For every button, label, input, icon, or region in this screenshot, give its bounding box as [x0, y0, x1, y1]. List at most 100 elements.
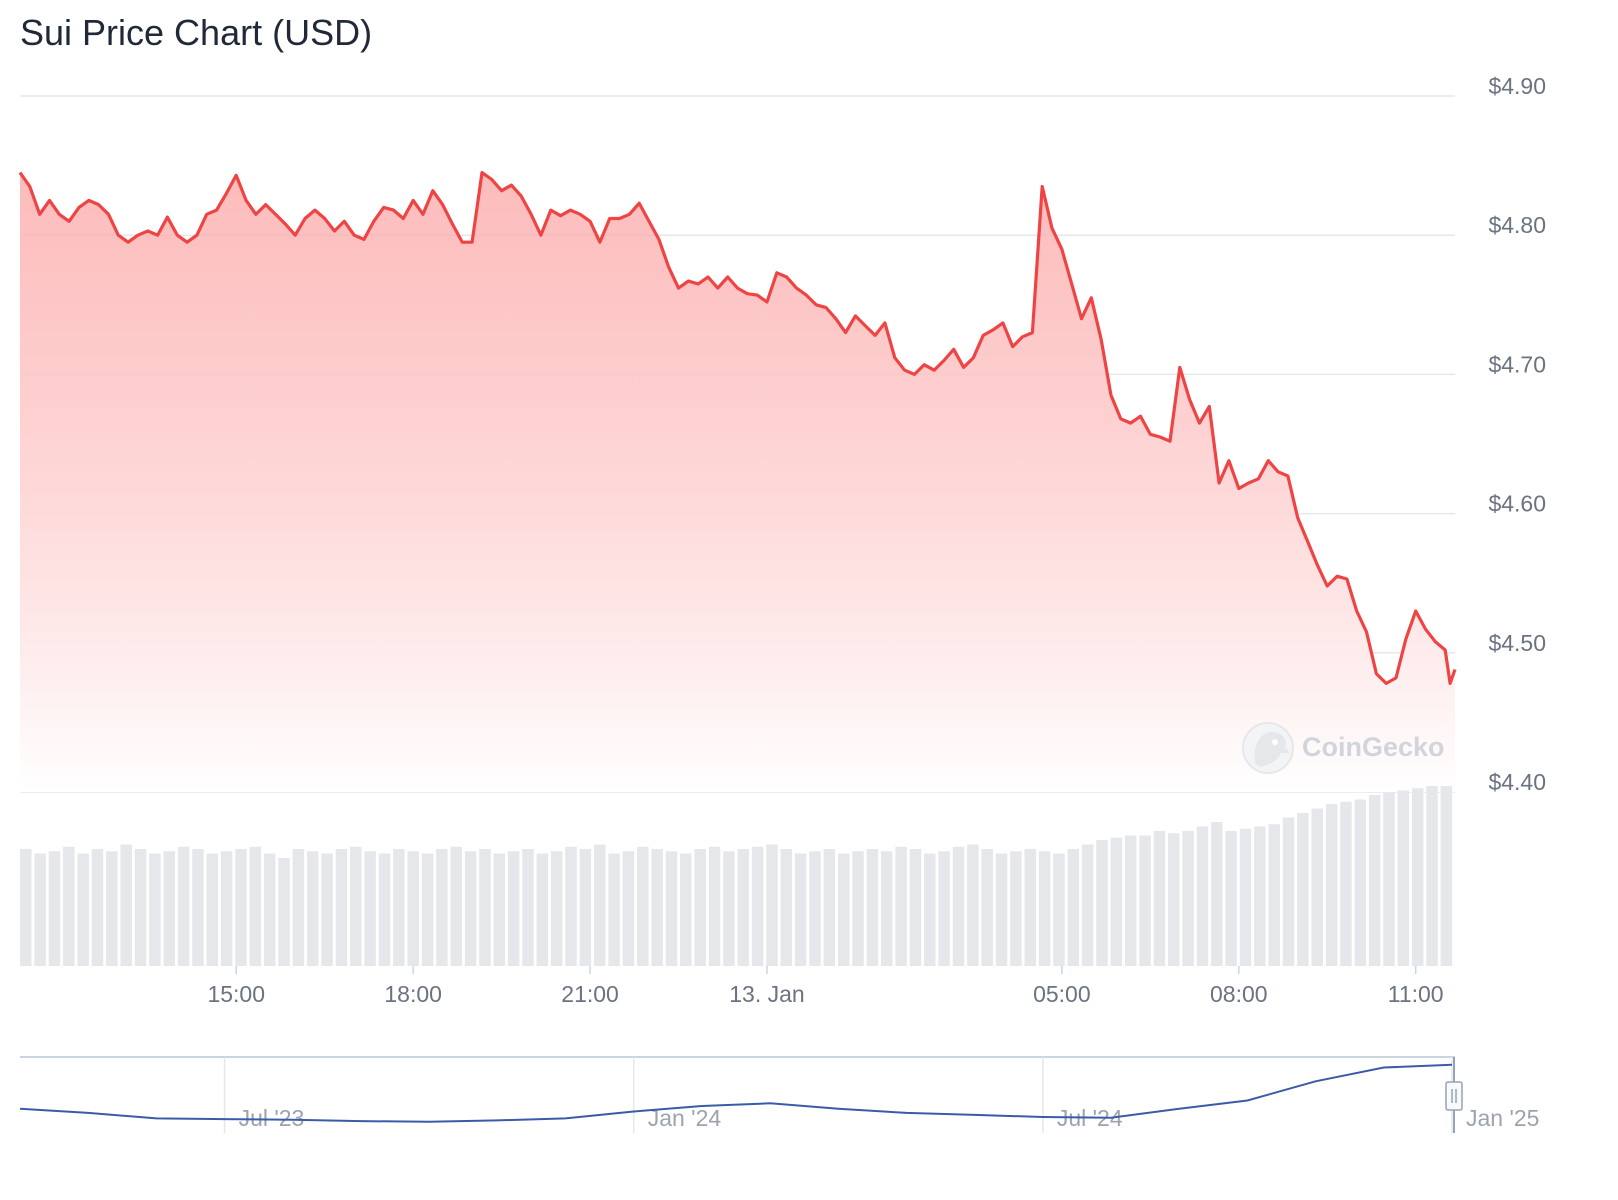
x-tick-label: 18:00	[384, 981, 442, 1007]
volume-bar	[407, 851, 419, 966]
volume-bar	[307, 851, 319, 966]
volume-bar	[1440, 786, 1453, 966]
volume-bar	[278, 858, 290, 966]
volume-bar	[1282, 817, 1295, 966]
volume-bar	[1168, 833, 1180, 966]
volume-bar	[378, 853, 391, 966]
volume-bar	[751, 846, 764, 966]
y-tick-label: $4.80	[1488, 212, 1546, 238]
watermark: CoinGecko	[1242, 722, 1445, 774]
volume-bar	[708, 846, 721, 966]
volume-bar	[1397, 790, 1410, 966]
volume-bar	[1340, 801, 1352, 966]
volume-bar	[1024, 849, 1036, 966]
volume-bar	[1426, 786, 1438, 966]
volume-bar	[1225, 831, 1237, 966]
price-area	[20, 172, 1455, 793]
volume-bar	[464, 851, 477, 966]
volume-bar	[321, 853, 333, 966]
volume-bar	[694, 849, 706, 966]
volume-bar	[1067, 849, 1080, 966]
volume-bar	[450, 846, 462, 966]
volume-bar	[249, 846, 262, 966]
volume-bar	[665, 851, 678, 966]
range-navigator[interactable]: Jul '23 Jan '24 Jul '24 Jan '25	[19, 1056, 1539, 1133]
volume-bar	[1110, 837, 1123, 966]
navigator-price-line	[19, 1063, 1453, 1123]
volume-bar	[995, 853, 1008, 966]
volume-bar	[149, 853, 161, 966]
volume-bar	[507, 851, 520, 966]
volume-bar	[1196, 826, 1209, 966]
volume-bar	[177, 846, 190, 966]
volume-bar	[1311, 808, 1323, 966]
price-line-layer[interactable]	[18, 171, 1457, 685]
volume-bar	[63, 846, 75, 966]
x-tick-label: 11:00	[1388, 981, 1444, 1007]
volume-bar	[48, 851, 61, 966]
navigator-tick-label: Jan '25	[1466, 1105, 1539, 1131]
volume-bar	[91, 849, 104, 966]
volume-bar	[335, 849, 348, 966]
volume-bar	[20, 849, 32, 966]
volume-bar	[436, 849, 448, 966]
coingecko-watermark-text: CoinGecko	[1302, 732, 1445, 762]
volume-bar	[34, 853, 46, 966]
volume-bar	[106, 851, 118, 966]
volume-bar	[1239, 828, 1252, 966]
volume-bar	[120, 844, 132, 966]
volume-bar	[1325, 804, 1338, 966]
volume-bar	[594, 844, 606, 966]
volume-bar	[134, 849, 147, 966]
volume-bar	[393, 849, 405, 966]
volume-bar	[421, 853, 434, 966]
volume-bar	[637, 846, 649, 966]
volume-bar	[550, 851, 563, 966]
volume-bar	[723, 851, 735, 966]
volume-bar	[852, 851, 864, 966]
volume-bar	[608, 853, 620, 966]
volume-bar	[1038, 851, 1051, 966]
x-tick-label: 15:00	[207, 981, 265, 1007]
x-tick-label: 13. Jan	[729, 981, 804, 1007]
volume-bar	[924, 853, 936, 966]
volume-bar	[1153, 831, 1166, 966]
volume-bar	[780, 849, 793, 966]
navigator-handle[interactable]	[1445, 1057, 1463, 1133]
volume-bar	[206, 853, 219, 966]
volume-bar	[823, 849, 836, 966]
volume-bar	[579, 849, 592, 966]
volume-bar	[1211, 822, 1223, 966]
volume-bar	[1354, 799, 1367, 966]
price-line[interactable]	[18, 171, 1457, 685]
volume-bar	[1010, 851, 1022, 966]
volume-bar	[809, 851, 821, 966]
volume-bar	[1081, 844, 1094, 966]
volume-bar	[1254, 826, 1266, 966]
volume-bar	[292, 849, 305, 966]
volume-bar	[1139, 835, 1151, 966]
volume-bar	[1096, 840, 1108, 966]
volume-bar	[866, 849, 879, 966]
volume-bar	[77, 853, 89, 966]
volume-bar	[1368, 795, 1381, 966]
y-tick-label: $4.90	[1488, 73, 1546, 99]
y-tick-label: $4.60	[1488, 491, 1546, 517]
volume-bar	[1053, 853, 1065, 966]
volume-bar	[364, 851, 376, 966]
gecko-logo-icon	[1242, 722, 1294, 774]
price-area-layer	[20, 172, 1455, 793]
volume-bar	[766, 844, 778, 966]
volume-bar	[1297, 813, 1309, 966]
volume-bar	[350, 846, 362, 966]
volume-bar	[967, 844, 979, 966]
volume-bar	[909, 849, 922, 966]
volume-bar	[192, 849, 204, 966]
y-tick-label: $4.70	[1488, 351, 1546, 377]
volume-bar	[794, 853, 807, 966]
volume-bar	[493, 853, 506, 966]
volume-bar	[220, 851, 233, 966]
navigator-tick-label: Jul '23	[239, 1105, 305, 1131]
volume-bar	[895, 846, 907, 966]
